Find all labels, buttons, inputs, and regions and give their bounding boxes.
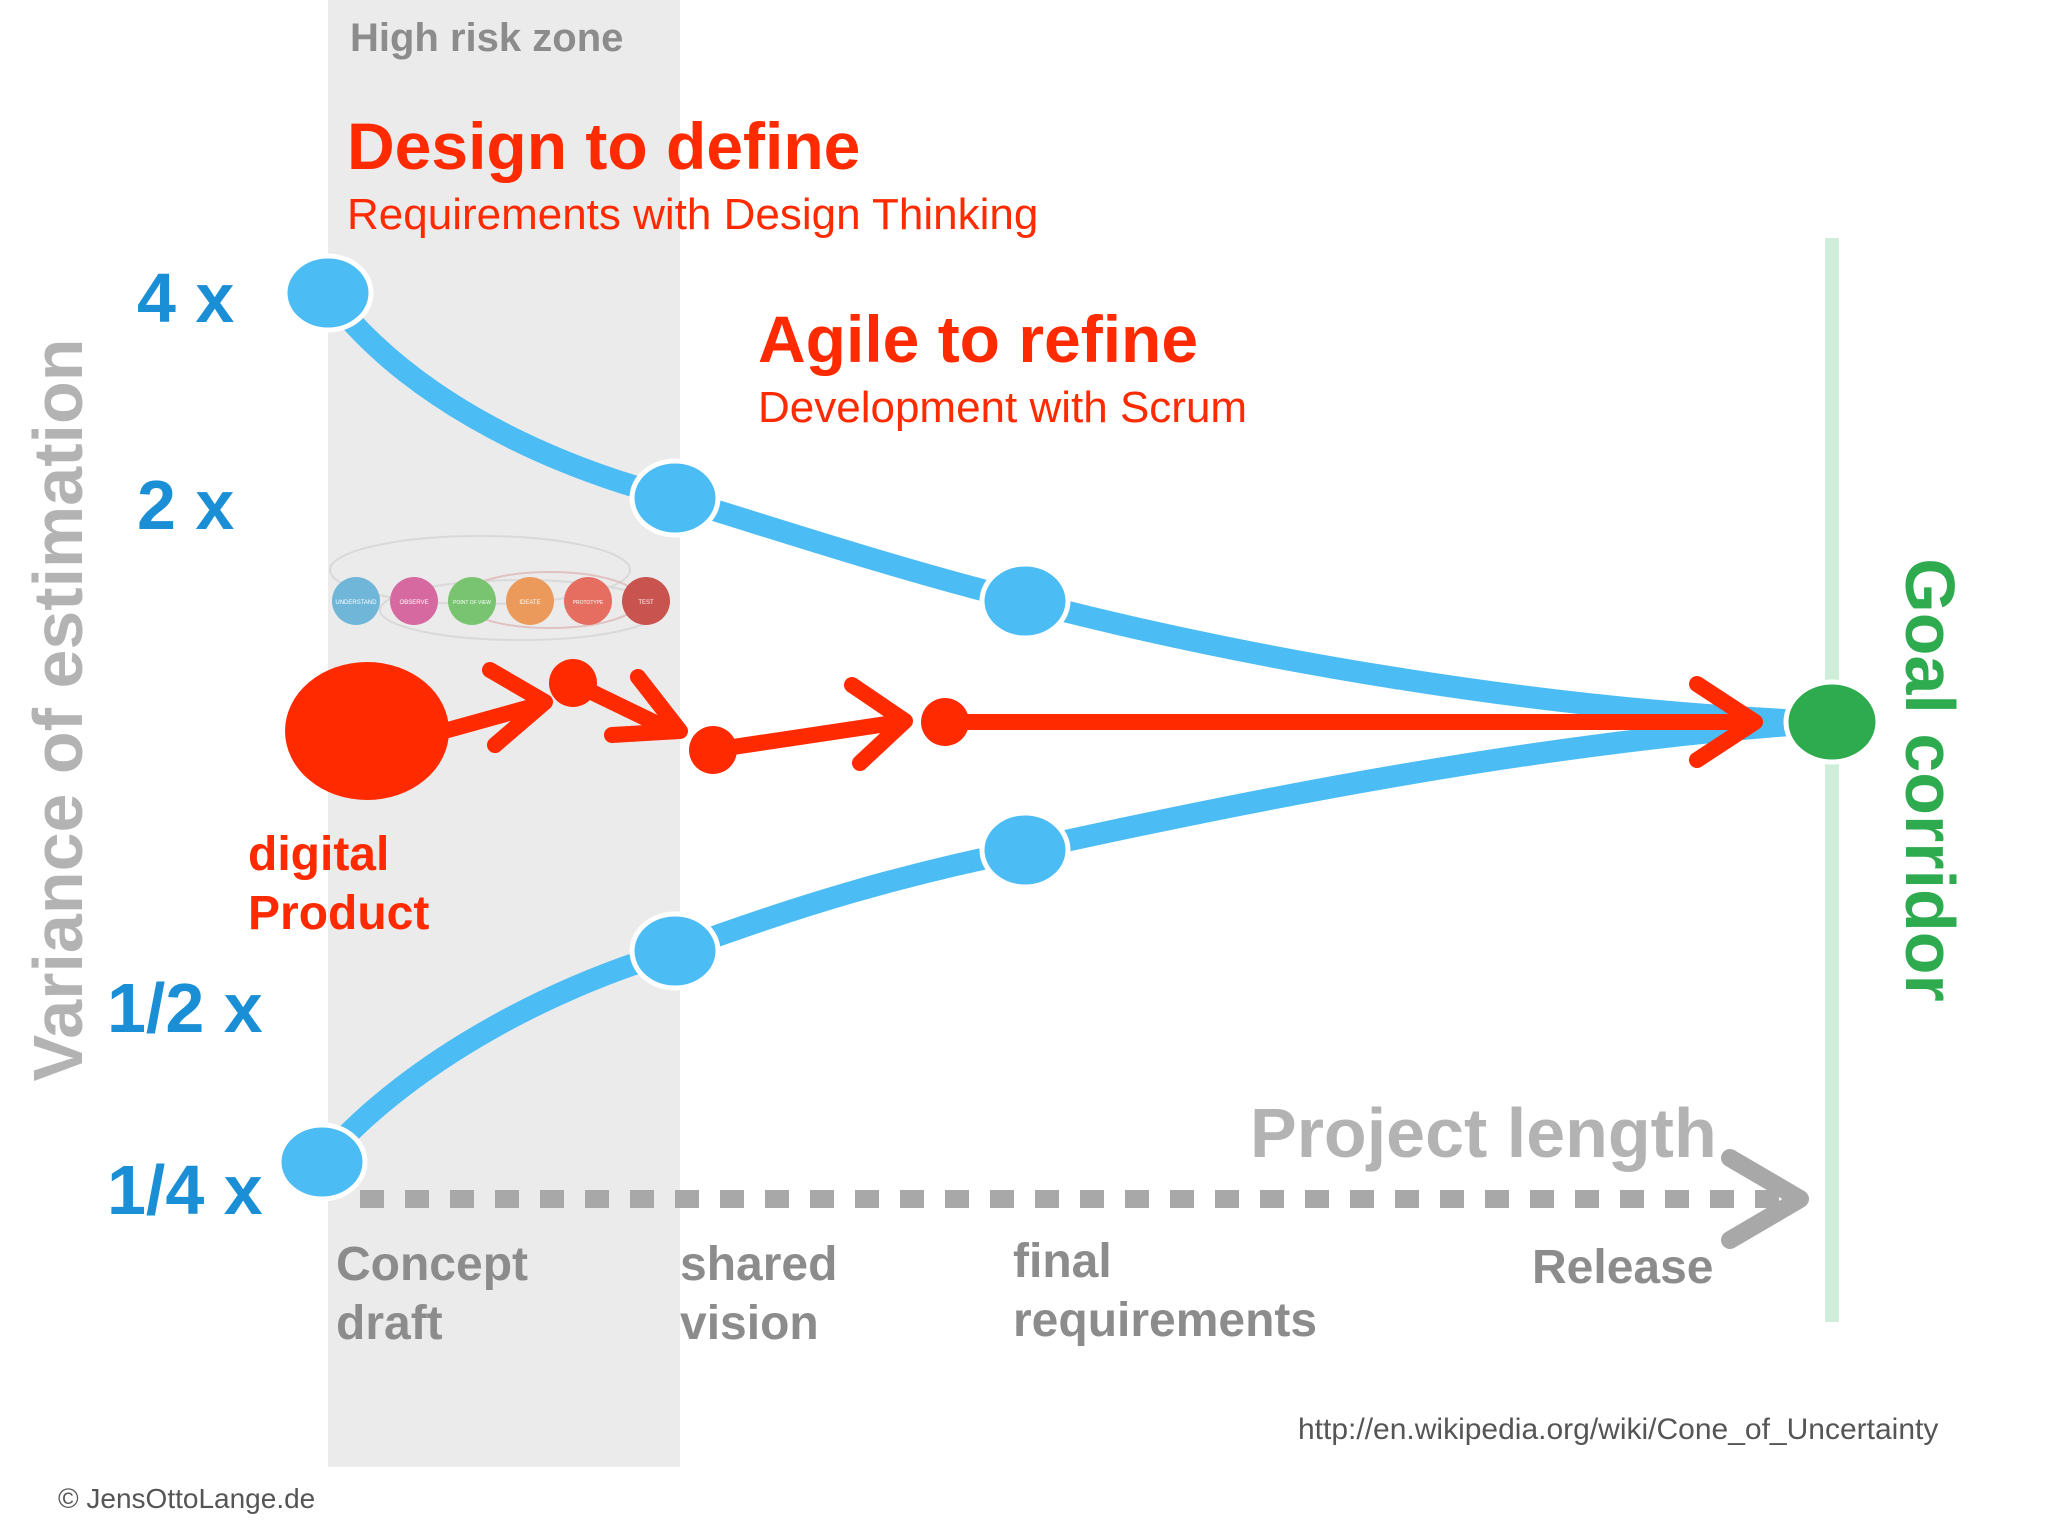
design-to-define-subtitle: Requirements with Design Thinking bbox=[347, 190, 1039, 239]
milestone-shared-line2: vision bbox=[680, 1297, 819, 1350]
agile-to-refine-title: Agile to refine bbox=[758, 302, 1199, 376]
design-to-define-title: Design to define bbox=[347, 109, 861, 183]
dt-phase-test bbox=[622, 577, 670, 625]
digital-product-blob bbox=[285, 662, 449, 800]
goal-node bbox=[1783, 679, 1881, 765]
dt-phase-observe bbox=[390, 577, 438, 625]
project-length-arrowhead bbox=[1721, 1149, 1809, 1249]
y-axis-label: Variance of estimation bbox=[19, 338, 97, 1082]
dt-phase-understand-label: UNDERSTAND bbox=[335, 600, 377, 606]
milestone-final-line2: requirements bbox=[1013, 1294, 1318, 1347]
cone-upper-curve bbox=[317, 282, 1843, 733]
milestone-final-line1: final bbox=[1013, 1235, 1112, 1288]
dt-phase-observe-label: OBSERVE bbox=[400, 600, 429, 606]
copyright: © JensOttoLange.de bbox=[58, 1483, 316, 1514]
project-length-label: Project length bbox=[1250, 1094, 1717, 1172]
milestone-release: Release bbox=[1532, 1241, 1714, 1294]
dt-phase-ideate bbox=[506, 577, 554, 625]
node-4x bbox=[282, 253, 374, 333]
dt-phase-point-of-view bbox=[448, 577, 496, 625]
cone-lower-curve bbox=[311, 711, 1843, 1173]
high-risk-zone-label: High risk zone bbox=[350, 16, 624, 60]
variance-label-2x: 2 x bbox=[137, 466, 235, 544]
node-half-x bbox=[629, 911, 721, 991]
agile-to-refine-subtitle: Development with Scrum bbox=[758, 383, 1248, 432]
digital-product-label-line1: digital bbox=[248, 828, 390, 881]
milestone-concept-line2: draft bbox=[336, 1297, 443, 1350]
node-quarter-x bbox=[276, 1122, 368, 1202]
design-thinking-phases: UNDERSTAND OBSERVE POINT OF VIEW IDEATE … bbox=[329, 535, 670, 641]
product-path bbox=[422, 662, 1763, 771]
product-path-arrow-2 bbox=[604, 669, 688, 743]
goal-corridor-label: Goal corridor bbox=[1891, 558, 1969, 1002]
product-path-arrow-4 bbox=[1689, 676, 1763, 768]
product-path-node-1 bbox=[549, 659, 597, 707]
variance-label-half-x: 1/2 x bbox=[107, 969, 263, 1047]
variance-label-quarter-x: 1/4 x bbox=[107, 1151, 263, 1229]
product-path-arrow-1 bbox=[482, 662, 553, 753]
product-path-arrow-3 bbox=[844, 677, 913, 771]
dt-phase-understand bbox=[332, 577, 380, 625]
milestone-concept-line1: Concept bbox=[336, 1238, 528, 1291]
source-url: http://en.wikipedia.org/wiki/Cone_of_Unc… bbox=[1298, 1413, 1939, 1446]
dt-phase-ideate-label: IDEATE bbox=[519, 600, 540, 606]
digital-product-label-line2: Product bbox=[248, 887, 430, 940]
dt-phase-prototype-label: PROTOTYPE bbox=[573, 600, 604, 606]
node-lower-final bbox=[979, 810, 1071, 890]
product-path-node-2 bbox=[689, 726, 737, 774]
dt-phase-test-label: TEST bbox=[638, 600, 654, 606]
estimation-nodes bbox=[276, 253, 1071, 1202]
product-path-segment-3 bbox=[705, 714, 908, 758]
milestone-shared-line1: shared bbox=[680, 1238, 838, 1291]
dt-phase-prototype bbox=[564, 577, 612, 625]
node-upper-final bbox=[979, 561, 1071, 641]
product-path-node-3 bbox=[921, 698, 969, 746]
variance-label-4x: 4 x bbox=[137, 259, 235, 337]
node-2x bbox=[629, 458, 721, 538]
dt-phase-point-of-view-label: POINT OF VIEW bbox=[453, 600, 491, 606]
